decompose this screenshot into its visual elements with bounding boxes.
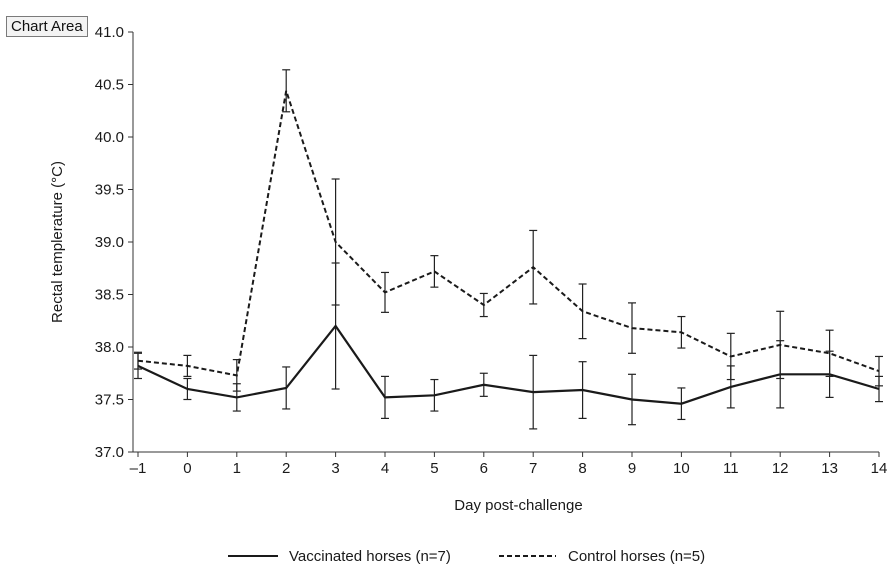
legend: Vaccinated horses (n=7) Control horses (n…	[228, 548, 705, 565]
y-tick-label: 38.0	[95, 339, 124, 356]
x-tick-label: 1	[233, 460, 241, 477]
x-tick-label: 13	[821, 460, 838, 477]
legend-label: Control horses (n=5)	[568, 548, 705, 565]
y-axis-label: Rectal templerature (°C)	[49, 161, 66, 323]
y-tick-label: 37.0	[95, 444, 124, 461]
x-tick-label: 12	[772, 460, 789, 477]
x-tick-label: 6	[480, 460, 488, 477]
x-tick-label: 2	[282, 460, 290, 477]
x-tick-label: –1	[130, 460, 147, 477]
x-tick-label: 8	[578, 460, 586, 477]
y-tick-label: 40.5	[95, 77, 124, 94]
x-tick-label: 3	[331, 460, 339, 477]
y-tick-label: 39.5	[95, 182, 124, 199]
x-tick-label: 0	[183, 460, 191, 477]
series-control	[134, 69, 883, 392]
axes: 37.0 37.5 38.0 38.5 39.0 39.5 40.0 40.5 41.0 –1 0 1…	[95, 24, 888, 477]
legend-label: Vaccinated horses (n=7)	[289, 548, 451, 565]
y-tick-label: 37.5	[95, 392, 124, 409]
x-axis-label: Day post-challenge	[454, 497, 582, 514]
x-tick-label: 7	[529, 460, 537, 477]
series-layer	[134, 69, 883, 430]
y-tick-label: 38.5	[95, 287, 124, 304]
x-tick-label: 9	[628, 460, 636, 477]
chart-area-tooltip: Chart Area	[6, 16, 88, 37]
y-tick-label: 39.0	[95, 234, 124, 251]
series-vaccinated	[134, 262, 883, 430]
x-tick-label: 5	[430, 460, 438, 477]
y-tick-label: 41.0	[95, 24, 124, 41]
series-line	[137, 324, 880, 405]
x-tick-label: 10	[673, 460, 690, 477]
x-tick-label: 4	[381, 460, 389, 477]
x-tick-label: 14	[871, 460, 888, 477]
x-tick-label: 11	[723, 460, 739, 477]
y-tick-label: 40.0	[95, 129, 124, 146]
series-line	[137, 90, 880, 377]
